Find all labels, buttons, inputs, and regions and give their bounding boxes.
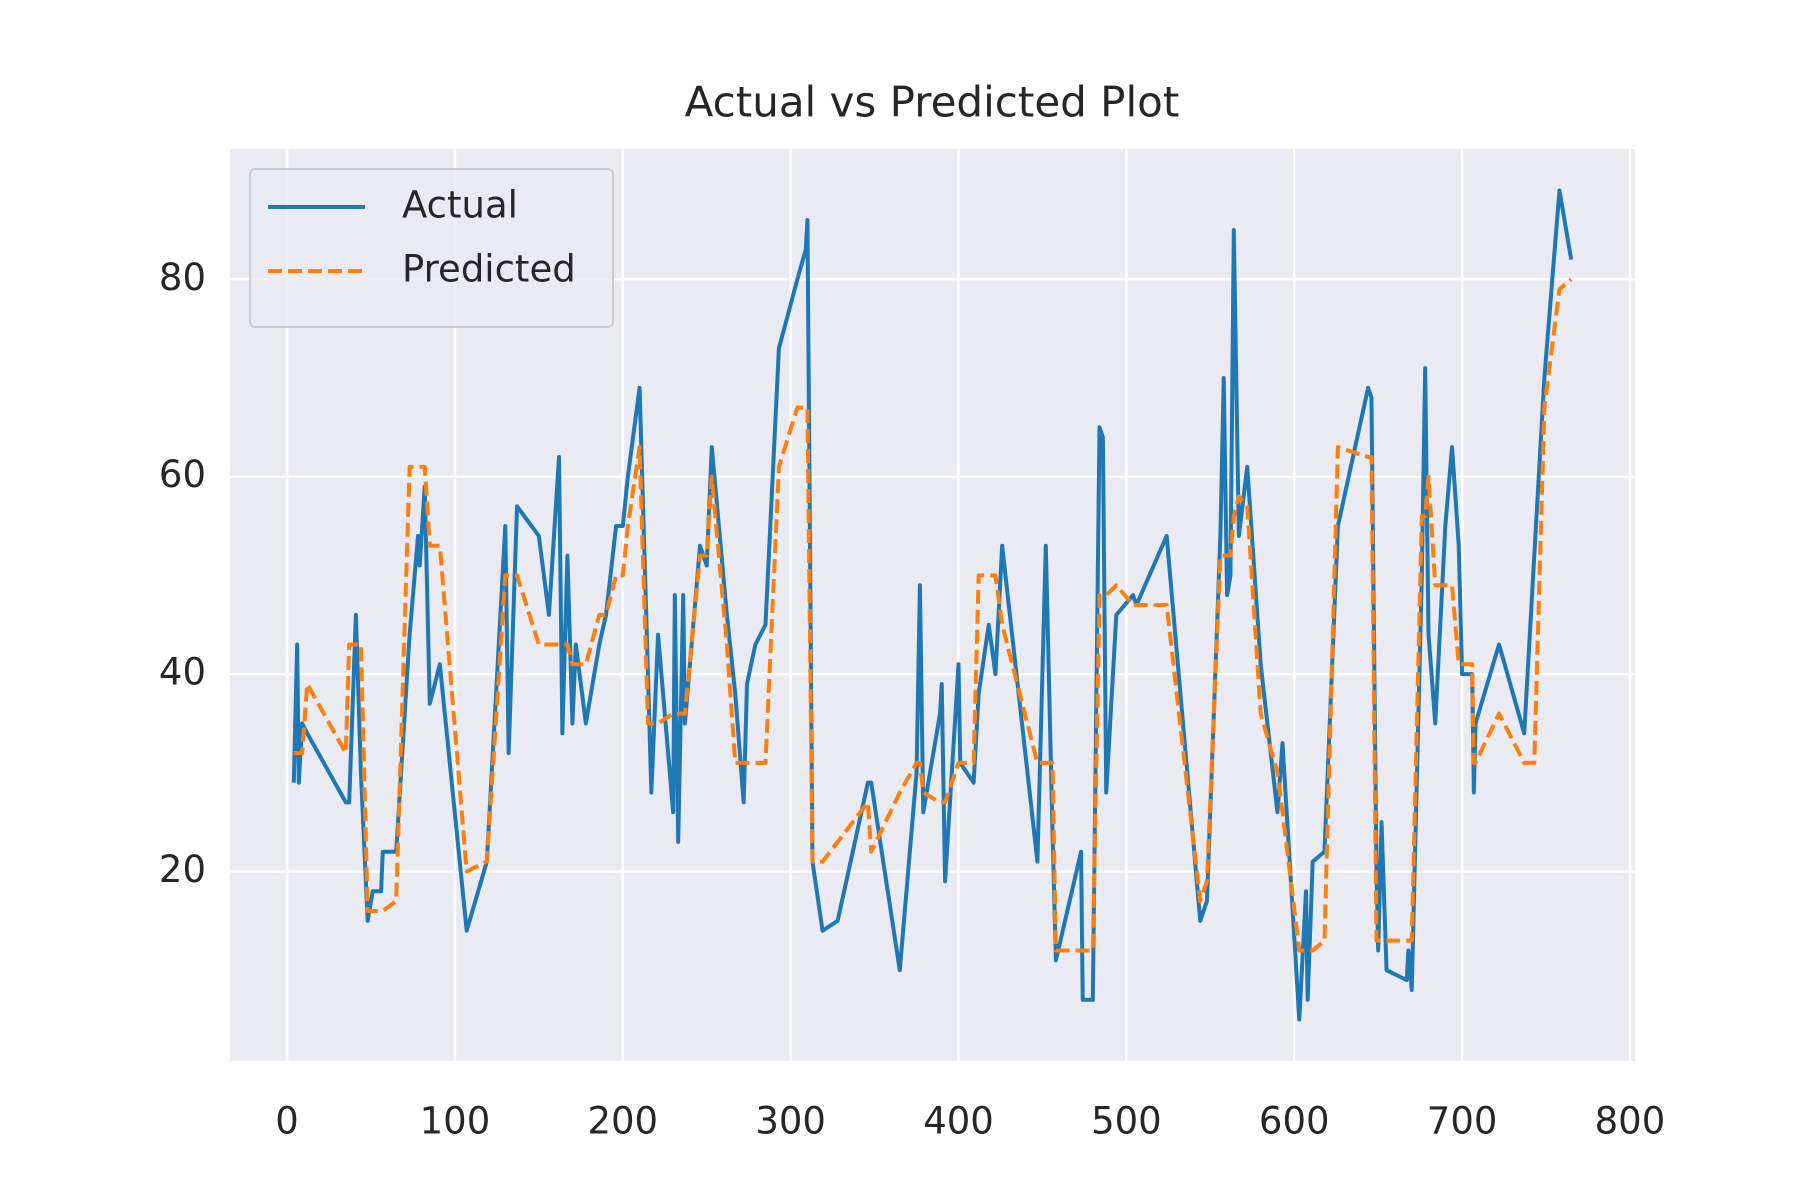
legend-label: Actual [402, 184, 518, 227]
legend-label: Predicted [402, 248, 576, 291]
x-tick-label: 500 [1091, 1100, 1162, 1143]
y-tick-label: 60 [159, 453, 206, 496]
x-tick-label: 200 [587, 1100, 658, 1143]
legend: Actual Predicted [249, 168, 614, 328]
x-tick-label: 400 [923, 1100, 994, 1143]
series-line [293, 277, 1573, 953]
x-tick-label: 800 [1595, 1100, 1666, 1143]
y-tick-label: 40 [159, 651, 206, 694]
x-tick-label: 100 [420, 1100, 491, 1143]
y-tick-label: 80 [159, 256, 206, 299]
chart-title: Actual vs Predicted Plot [685, 78, 1180, 127]
x-tick-label: 0 [275, 1100, 299, 1143]
x-tick-label: 300 [755, 1100, 826, 1143]
y-tick-label: 20 [159, 848, 206, 891]
x-tick-label: 600 [1259, 1100, 1330, 1143]
x-tick-label: 700 [1427, 1100, 1498, 1143]
